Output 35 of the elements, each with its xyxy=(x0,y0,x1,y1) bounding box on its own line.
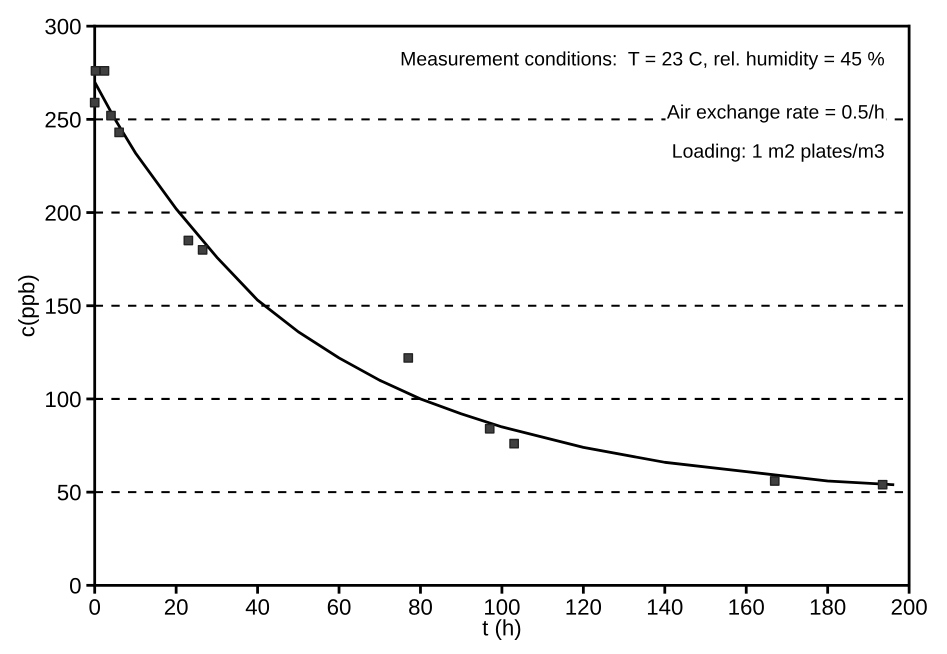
point xyxy=(403,353,414,363)
x-tick-label: 40 xyxy=(246,599,270,615)
point xyxy=(183,236,194,246)
x-tick-label: 80 xyxy=(409,599,432,615)
point xyxy=(90,98,100,108)
point xyxy=(198,244,208,255)
point xyxy=(90,66,100,76)
annotation: Air exchange rate = 0.5/h xyxy=(666,104,884,123)
x-tick-label: 200 xyxy=(892,599,927,615)
point xyxy=(114,128,124,138)
x-tick-label: 160 xyxy=(729,599,764,615)
x-tick-label: 60 xyxy=(328,599,351,615)
x-tick-label: 140 xyxy=(648,599,682,615)
y-tick-label: 300 xyxy=(45,18,81,34)
x-tick-label: 20 xyxy=(164,599,188,615)
point xyxy=(100,66,110,76)
x-axis-title: t (h) xyxy=(482,619,520,640)
point xyxy=(509,438,519,449)
point xyxy=(106,110,116,120)
y-tick-label: 0 xyxy=(70,578,81,594)
y-tick-label: 250 xyxy=(46,112,81,128)
annotation: Loading: 1 m2 plates/m3 xyxy=(673,144,884,162)
y-axis-title: c(ppb) xyxy=(18,276,39,336)
point xyxy=(484,424,495,434)
point xyxy=(878,480,888,490)
x-tick-label: 180 xyxy=(810,599,846,615)
y-tick-label: 200 xyxy=(46,205,81,221)
x-tick-label: 120 xyxy=(566,599,602,615)
y-tick-label: 50 xyxy=(58,484,81,500)
point xyxy=(770,476,780,486)
annotation: Measurement conditions: T = 23 C, rel. humidity = 45 % xyxy=(402,51,884,70)
x-tick-label: 0 xyxy=(89,599,100,615)
x-tick-label: 100 xyxy=(485,599,520,615)
y-tick-label: 150 xyxy=(46,298,81,314)
y-tick-label: 100 xyxy=(46,391,81,408)
